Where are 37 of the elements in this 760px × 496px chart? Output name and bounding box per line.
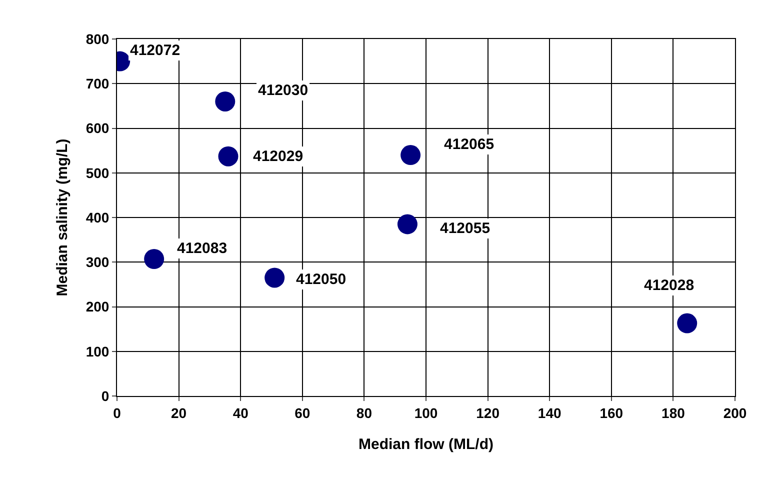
y-tick-label: 200: [86, 298, 110, 315]
y-tick-label: 300: [86, 254, 110, 270]
y-tick-label: 800: [86, 30, 110, 47]
y-axis-title: Median salinity (mg/L): [54, 138, 72, 296]
point: [215, 91, 236, 112]
y-tick-label: 0: [101, 388, 110, 404]
x-tick-label: 20: [171, 404, 187, 421]
annotation: 412050: [296, 271, 346, 288]
x-tick-label: 40: [232, 404, 249, 421]
point: [218, 146, 238, 166]
y-tick-label: 400: [86, 209, 110, 226]
y-tick-label: 600: [86, 120, 110, 136]
y-tick-label: 500: [86, 164, 110, 181]
x-tick-label: 60: [294, 404, 310, 421]
x-tick-label: 180: [662, 404, 686, 421]
x-tick-label: 120: [476, 404, 500, 421]
annotation: 412028: [644, 277, 694, 294]
x-tick-label: 160: [600, 404, 624, 421]
annotation: 412083: [177, 240, 228, 257]
x-tick-label: 200: [723, 404, 747, 421]
annotation: 412030: [258, 82, 308, 99]
point: [264, 268, 285, 288]
annotation: 412065: [444, 136, 494, 153]
y-tick-label: 700: [86, 76, 110, 92]
point: [677, 313, 698, 334]
x-tick-label: 100: [414, 404, 438, 421]
x-axis-title: Median flow (ML/d): [358, 436, 494, 453]
y-tick-label: 100: [86, 343, 110, 360]
x-tick-label: 140: [538, 404, 562, 421]
annotation: 412055: [440, 220, 490, 237]
point: [397, 214, 418, 234]
annotation: 412072: [130, 42, 180, 59]
x-tick-label: 0: [113, 404, 122, 421]
point: [400, 145, 421, 166]
x-tick-label: 80: [356, 404, 372, 421]
point: [144, 249, 164, 269]
annotation: 412029: [253, 148, 304, 165]
